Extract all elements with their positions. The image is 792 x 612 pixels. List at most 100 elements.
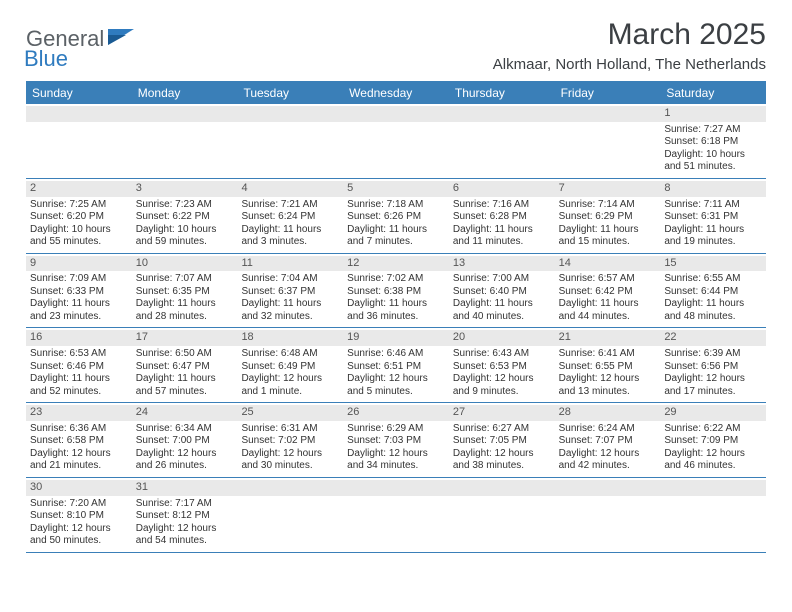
week-row: 9Sunrise: 7:09 AMSunset: 6:33 PMDaylight… (26, 254, 766, 329)
day-daylight2: and 26 minutes. (136, 460, 234, 473)
day-sunrise: Sunrise: 7:25 AM (30, 199, 128, 212)
day-daylight2: and 54 minutes. (136, 535, 234, 548)
day-cell: 8Sunrise: 7:11 AMSunset: 6:31 PMDaylight… (660, 179, 766, 253)
day-daylight1: Daylight: 11 hours (347, 298, 445, 311)
day-cell: 1Sunrise: 7:27 AMSunset: 6:18 PMDaylight… (660, 104, 766, 178)
day-daylight2: and 44 minutes. (559, 311, 657, 324)
day-daylight1: Daylight: 11 hours (241, 298, 339, 311)
day-daylight2: and 38 minutes. (453, 460, 551, 473)
day-cell (343, 478, 449, 552)
day-number: 6 (449, 181, 555, 197)
day-header-row: Sunday Monday Tuesday Wednesday Thursday… (26, 82, 766, 104)
day-cell: 27Sunrise: 6:27 AMSunset: 7:05 PMDayligh… (449, 403, 555, 477)
day-number: 23 (26, 405, 132, 421)
day-daylight2: and 28 minutes. (136, 311, 234, 324)
day-sunset: Sunset: 6:58 PM (30, 435, 128, 448)
day-number: 2 (26, 181, 132, 197)
day-sunrise: Sunrise: 7:21 AM (241, 199, 339, 212)
day-cell: 24Sunrise: 6:34 AMSunset: 7:00 PMDayligh… (132, 403, 238, 477)
day-cell: 20Sunrise: 6:43 AMSunset: 6:53 PMDayligh… (449, 328, 555, 402)
day-number: 5 (343, 181, 449, 197)
day-sunrise: Sunrise: 6:55 AM (664, 273, 762, 286)
empty-day-number (660, 480, 766, 496)
location-text: Alkmaar, North Holland, The Netherlands (493, 56, 766, 73)
day-daylight2: and 42 minutes. (559, 460, 657, 473)
day-number: 27 (449, 405, 555, 421)
day-sunrise: Sunrise: 6:50 AM (136, 348, 234, 361)
day-number: 11 (237, 256, 343, 272)
day-cell: 19Sunrise: 6:46 AMSunset: 6:51 PMDayligh… (343, 328, 449, 402)
day-sunrise: Sunrise: 7:00 AM (453, 273, 551, 286)
week-row: 30Sunrise: 7:20 AMSunset: 8:10 PMDayligh… (26, 478, 766, 553)
day-number: 21 (555, 330, 661, 346)
day-cell: 29Sunrise: 6:22 AMSunset: 7:09 PMDayligh… (660, 403, 766, 477)
day-cell: 18Sunrise: 6:48 AMSunset: 6:49 PMDayligh… (237, 328, 343, 402)
day-sunrise: Sunrise: 7:27 AM (664, 124, 762, 137)
day-cell (26, 104, 132, 178)
day-daylight2: and 46 minutes. (664, 460, 762, 473)
day-number: 16 (26, 330, 132, 346)
day-sunset: Sunset: 6:35 PM (136, 286, 234, 299)
day-sunset: Sunset: 6:47 PM (136, 361, 234, 374)
day-number: 24 (132, 405, 238, 421)
day-sunrise: Sunrise: 6:46 AM (347, 348, 445, 361)
day-daylight1: Daylight: 12 hours (664, 373, 762, 386)
day-daylight1: Daylight: 11 hours (559, 298, 657, 311)
day-number: 7 (555, 181, 661, 197)
day-sunset: Sunset: 7:02 PM (241, 435, 339, 448)
day-sunset: Sunset: 6:33 PM (30, 286, 128, 299)
empty-day-number (237, 106, 343, 122)
day-daylight2: and 52 minutes. (30, 386, 128, 399)
day-daylight1: Daylight: 11 hours (453, 224, 551, 237)
day-daylight2: and 15 minutes. (559, 236, 657, 249)
empty-day-number (237, 480, 343, 496)
day-daylight2: and 19 minutes. (664, 236, 762, 249)
day-daylight2: and 57 minutes. (136, 386, 234, 399)
day-sunset: Sunset: 7:00 PM (136, 435, 234, 448)
day-sunrise: Sunrise: 6:27 AM (453, 423, 551, 436)
day-sunset: Sunset: 8:12 PM (136, 510, 234, 523)
day-number: 4 (237, 181, 343, 197)
logo-text-blue: Blue (24, 46, 68, 71)
day-number: 10 (132, 256, 238, 272)
day-sunset: Sunset: 6:31 PM (664, 211, 762, 224)
day-daylight2: and 7 minutes. (347, 236, 445, 249)
calendar: Sunday Monday Tuesday Wednesday Thursday… (26, 81, 766, 553)
day-sunset: Sunset: 7:05 PM (453, 435, 551, 448)
day-cell (660, 478, 766, 552)
day-sunset: Sunset: 6:24 PM (241, 211, 339, 224)
day-daylight2: and 9 minutes. (453, 386, 551, 399)
day-number: 3 (132, 181, 238, 197)
day-sunrise: Sunrise: 6:31 AM (241, 423, 339, 436)
day-sunset: Sunset: 6:28 PM (453, 211, 551, 224)
day-cell: 25Sunrise: 6:31 AMSunset: 7:02 PMDayligh… (237, 403, 343, 477)
empty-day-number (555, 480, 661, 496)
day-daylight1: Daylight: 12 hours (136, 523, 234, 536)
day-sunset: Sunset: 8:10 PM (30, 510, 128, 523)
day-daylight1: Daylight: 12 hours (664, 448, 762, 461)
empty-day-number (132, 106, 238, 122)
day-cell: 31Sunrise: 7:17 AMSunset: 8:12 PMDayligh… (132, 478, 238, 552)
day-cell (132, 104, 238, 178)
day-daylight2: and 40 minutes. (453, 311, 551, 324)
day-cell: 11Sunrise: 7:04 AMSunset: 6:37 PMDayligh… (237, 254, 343, 328)
day-daylight1: Daylight: 10 hours (30, 224, 128, 237)
day-sunset: Sunset: 6:38 PM (347, 286, 445, 299)
day-sunset: Sunset: 6:49 PM (241, 361, 339, 374)
day-sunset: Sunset: 6:55 PM (559, 361, 657, 374)
day-header-mon: Monday (132, 82, 238, 104)
day-daylight2: and 48 minutes. (664, 311, 762, 324)
day-sunset: Sunset: 6:22 PM (136, 211, 234, 224)
day-sunset: Sunset: 6:56 PM (664, 361, 762, 374)
day-sunrise: Sunrise: 7:23 AM (136, 199, 234, 212)
day-cell: 26Sunrise: 6:29 AMSunset: 7:03 PMDayligh… (343, 403, 449, 477)
day-sunset: Sunset: 6:20 PM (30, 211, 128, 224)
day-cell: 15Sunrise: 6:55 AMSunset: 6:44 PMDayligh… (660, 254, 766, 328)
day-sunrise: Sunrise: 7:16 AM (453, 199, 551, 212)
day-cell: 5Sunrise: 7:18 AMSunset: 6:26 PMDaylight… (343, 179, 449, 253)
day-number: 28 (555, 405, 661, 421)
day-number: 12 (343, 256, 449, 272)
day-sunrise: Sunrise: 6:57 AM (559, 273, 657, 286)
day-daylight2: and 23 minutes. (30, 311, 128, 324)
day-sunset: Sunset: 6:40 PM (453, 286, 551, 299)
